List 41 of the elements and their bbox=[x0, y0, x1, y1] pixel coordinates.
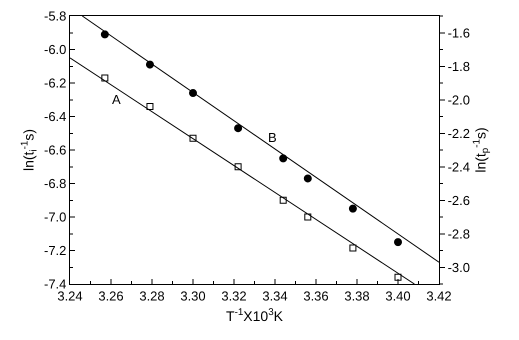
x-tick-label: 3.26 bbox=[98, 288, 124, 304]
x-tick-label: 3.42 bbox=[426, 288, 452, 304]
y-tick-label: -6.0 bbox=[44, 42, 66, 58]
y-tick-label: -6.2 bbox=[44, 76, 66, 91]
y2-tick-label: -2.2 bbox=[448, 126, 470, 141]
point bbox=[279, 154, 288, 162]
y2-tick-label: -1.6 bbox=[448, 25, 470, 40]
point bbox=[190, 134, 196, 142]
y-tick-label: -6.4 bbox=[44, 109, 66, 124]
x-tick-label: 3.28 bbox=[139, 288, 165, 304]
x-tick-label: 3.32 bbox=[221, 288, 247, 304]
y-tick-label: -6.8 bbox=[44, 176, 66, 192]
y-tick-label: -5.8 bbox=[44, 8, 66, 24]
y2-tick-label: -2.0 bbox=[448, 92, 470, 108]
point bbox=[348, 204, 357, 213]
x-tick-label: 3.40 bbox=[385, 288, 411, 304]
y-tick-label: -7.2 bbox=[44, 243, 66, 258]
y2-tick-label: -1.8 bbox=[448, 58, 470, 74]
point bbox=[349, 244, 356, 252]
point bbox=[280, 196, 287, 204]
y2-tick-label: -2.8 bbox=[448, 226, 470, 242]
x-tick-label: 3.38 bbox=[344, 288, 370, 304]
x-axis-title: T$^{-1}$X10$^{3}$K bbox=[226, 307, 284, 324]
x-tick-label: 3.34 bbox=[262, 288, 288, 304]
point bbox=[146, 102, 154, 110]
x-tick-label: 3.30 bbox=[180, 288, 206, 304]
point bbox=[394, 274, 402, 281]
point bbox=[101, 74, 108, 82]
x-tick-label: 3.36 bbox=[303, 288, 329, 304]
y2-tick-label: -3.0 bbox=[448, 260, 470, 275]
point bbox=[234, 124, 242, 132]
point bbox=[304, 174, 312, 182]
point bbox=[394, 238, 402, 246]
point bbox=[304, 214, 312, 220]
annotation: A bbox=[112, 92, 121, 107]
y2-tick-label: -2.4 bbox=[448, 159, 470, 174]
y2-tick-label: -2.6 bbox=[448, 192, 470, 208]
point bbox=[234, 163, 242, 170]
y-tick-label: -6.6 bbox=[44, 142, 66, 158]
annotation: B bbox=[268, 130, 277, 145]
y-tick-label: -7.0 bbox=[44, 210, 66, 225]
